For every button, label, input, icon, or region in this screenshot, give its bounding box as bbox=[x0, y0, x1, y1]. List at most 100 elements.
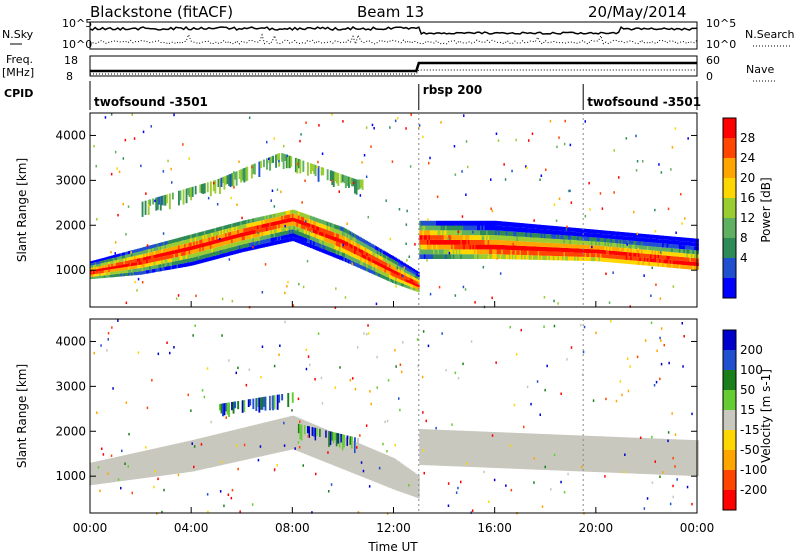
power-cell bbox=[382, 250, 385, 255]
velocity-scatter-cell bbox=[192, 334, 194, 337]
power-scatter-cell bbox=[403, 266, 405, 269]
power-cell bbox=[178, 249, 180, 253]
power-cell bbox=[266, 215, 268, 220]
power-cell bbox=[405, 273, 408, 277]
power-cell bbox=[193, 257, 196, 262]
power-cell bbox=[434, 244, 437, 250]
power-cell bbox=[249, 238, 252, 243]
power-cell bbox=[209, 241, 212, 245]
velocity-cell bbox=[196, 439, 199, 471]
power-cell bbox=[563, 252, 566, 257]
power-cell bbox=[493, 254, 496, 259]
power-cell bbox=[255, 241, 258, 246]
velocity-cell bbox=[185, 441, 188, 473]
power-cell bbox=[408, 269, 411, 272]
power-cell bbox=[429, 249, 432, 255]
velocity-cell bbox=[486, 431, 488, 468]
power-cell bbox=[558, 251, 561, 257]
power-cell bbox=[385, 269, 388, 274]
power-cell bbox=[281, 212, 284, 216]
power-cell bbox=[155, 247, 158, 251]
velocity-cell bbox=[226, 431, 229, 464]
power-cell bbox=[355, 254, 358, 259]
power-cell bbox=[411, 268, 414, 271]
power-cell bbox=[609, 238, 611, 243]
power-cell bbox=[226, 175, 229, 184]
power-cell bbox=[665, 255, 667, 260]
power-cell bbox=[584, 248, 587, 253]
power-cell bbox=[534, 246, 537, 251]
velocity-cell bbox=[645, 438, 648, 475]
velocity-scatter-cell bbox=[102, 453, 105, 456]
power-cell bbox=[102, 270, 104, 273]
power-cell bbox=[602, 246, 605, 250]
power-scatter-cell bbox=[658, 163, 660, 166]
power-cell bbox=[396, 271, 399, 275]
x-tick-label: 12:00 bbox=[376, 521, 411, 535]
power-cell bbox=[510, 222, 513, 227]
power-cell bbox=[290, 229, 293, 234]
velocity-scatter-cell bbox=[544, 465, 546, 469]
power-cell bbox=[674, 244, 677, 249]
power-cell bbox=[405, 270, 408, 274]
power-cell bbox=[619, 259, 622, 264]
power-cell bbox=[346, 258, 349, 263]
power-cell bbox=[537, 255, 540, 260]
power-cell bbox=[319, 231, 321, 236]
power-cell bbox=[320, 231, 323, 236]
power-scatter-cell bbox=[636, 232, 638, 236]
power-cell bbox=[341, 174, 344, 182]
power-cell bbox=[508, 250, 511, 255]
velocity-cell bbox=[662, 438, 664, 475]
power-cell bbox=[554, 238, 557, 244]
power-cell bbox=[229, 224, 232, 228]
velocity-cell bbox=[375, 450, 378, 483]
power-cell bbox=[395, 270, 397, 275]
power-cell bbox=[120, 267, 123, 271]
power-scatter-cell bbox=[284, 291, 286, 295]
velocity-cell bbox=[237, 429, 240, 462]
power-cell bbox=[599, 238, 602, 242]
power-cell bbox=[322, 244, 325, 249]
velocity-scatter-cell bbox=[305, 367, 308, 371]
power-cell bbox=[137, 248, 139, 252]
power-cell bbox=[297, 235, 300, 240]
velocity-cell bbox=[610, 436, 613, 473]
velocity-cell bbox=[466, 430, 469, 467]
velocity-scatter-cell bbox=[615, 399, 618, 403]
power-cell bbox=[463, 254, 466, 259]
power-cell bbox=[310, 236, 312, 240]
power-scatter-cell bbox=[427, 218, 429, 221]
power-cell bbox=[659, 243, 661, 248]
power-cell bbox=[686, 253, 689, 258]
velocity-cell bbox=[341, 436, 344, 470]
power-cell bbox=[219, 226, 221, 231]
velocity-cell bbox=[256, 397, 259, 408]
power-cell bbox=[599, 245, 602, 250]
power-cell bbox=[657, 243, 660, 247]
velocity-cell bbox=[282, 417, 285, 452]
power-cell bbox=[363, 239, 366, 244]
power-cell bbox=[631, 256, 634, 261]
colorbar-tick-label: 200 bbox=[740, 343, 763, 357]
velocity-scatter-cell bbox=[553, 324, 556, 328]
power-cell bbox=[96, 264, 98, 267]
power-cell bbox=[146, 270, 148, 274]
power-cell bbox=[123, 252, 126, 256]
power-cell bbox=[188, 234, 191, 239]
velocity-scatter-cell bbox=[560, 392, 562, 395]
power-cell bbox=[114, 254, 117, 258]
velocity-cell bbox=[240, 428, 243, 461]
power-cell bbox=[253, 245, 256, 250]
power-cell bbox=[191, 242, 194, 246]
power-cell bbox=[454, 249, 457, 255]
power-cell bbox=[170, 239, 173, 244]
power-cell bbox=[548, 255, 551, 261]
power-cell bbox=[513, 236, 516, 241]
power-cell bbox=[237, 245, 240, 250]
power-cell bbox=[581, 248, 584, 253]
power-cell bbox=[592, 253, 595, 258]
velocity-scatter-cell bbox=[100, 344, 102, 347]
power-cell bbox=[108, 269, 111, 273]
velocity-cell bbox=[162, 446, 165, 476]
